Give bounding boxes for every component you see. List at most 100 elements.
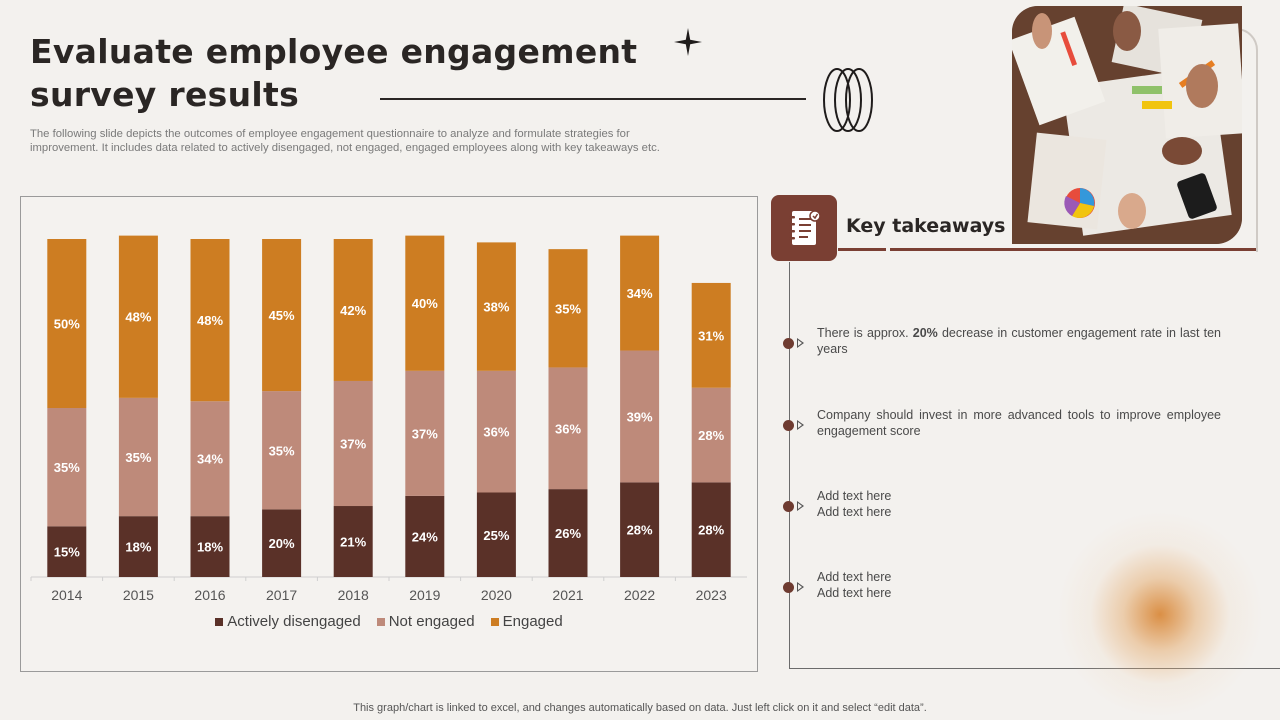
data-label: 35% [555, 301, 581, 316]
x-tick-label: 2015 [123, 587, 154, 603]
data-label: 34% [627, 286, 653, 301]
data-label: 21% [340, 535, 366, 550]
x-tick-label: 2019 [409, 587, 440, 603]
rings-icon [823, 68, 873, 132]
legend-item[interactable]: Not engaged [376, 613, 475, 630]
bar-segment-engaged[interactable] [476, 242, 516, 371]
bar-segment-not-engaged[interactable] [190, 401, 230, 517]
data-label: 35% [125, 450, 151, 465]
title-underline [380, 98, 806, 100]
takeaway-item-3: Add text here Add text here [817, 489, 892, 519]
chart-legend: Actively disengaged Not engaged Engaged [21, 613, 757, 630]
bar-segment-engaged[interactable] [333, 239, 373, 381]
takeaway-arrow-icon [797, 582, 804, 592]
stacked-bar-chart: 15% 35% 50% 2014 18% 35% 48% 2015 18% 34% 48% 2016 2… [30, 235, 747, 603]
legend-swatch [376, 617, 385, 626]
legend-item[interactable]: Actively disengaged [215, 613, 361, 630]
data-label: 18% [125, 540, 151, 555]
legend-item[interactable]: Engaged [490, 613, 563, 630]
bar-segment-not-engaged[interactable] [548, 367, 588, 490]
bar-segment-actively-disengaged[interactable] [691, 482, 731, 577]
bar-segment-engaged[interactable] [190, 239, 230, 402]
slide-description: The following slide depicts the outcomes… [30, 128, 660, 154]
bar-segment-actively-disengaged[interactable] [190, 516, 230, 577]
takeaway-item-1: There is approx. 20% decrease in custome… [817, 325, 1221, 357]
legend-label: Engaged [502, 613, 563, 630]
bar-segment-not-engaged[interactable] [333, 380, 373, 507]
x-tick-label: 2022 [624, 587, 655, 603]
data-label: 48% [197, 313, 223, 328]
data-label: 36% [483, 425, 509, 440]
decorative-glow [1040, 500, 1280, 720]
data-label: 45% [269, 308, 295, 323]
bar-segment-actively-disengaged[interactable] [262, 509, 302, 577]
notebook-icon [771, 195, 837, 261]
bar-segment-actively-disengaged[interactable] [118, 516, 158, 577]
bar-segment-actively-disengaged[interactable] [333, 506, 373, 577]
bar-segment-engaged[interactable] [47, 239, 87, 408]
legend-label: Not engaged [388, 613, 475, 630]
data-label: 26% [555, 526, 581, 541]
takeaway-timeline-base [789, 668, 1280, 669]
takeaway-arrow-icon [797, 501, 804, 511]
data-label: 20% [269, 536, 295, 551]
takeaway-arrow-icon [797, 420, 804, 430]
data-label: 40% [412, 296, 438, 311]
bar-segment-not-engaged[interactable] [405, 370, 445, 496]
bar-segment-actively-disengaged[interactable] [620, 482, 660, 577]
key-takeaways-rule-left [838, 248, 886, 251]
takeaway-text: decrease in customer engagement rate in … [817, 326, 1222, 356]
sparkle-icon [674, 28, 702, 56]
data-label: 28% [627, 523, 653, 538]
bar-segment-actively-disengaged[interactable] [47, 526, 87, 577]
bar-segment-engaged[interactable] [620, 235, 660, 351]
key-takeaways-rule [890, 248, 1256, 251]
legend-swatch [490, 617, 499, 626]
takeaway-bullet-dot [783, 582, 794, 593]
x-tick-label: 2021 [552, 587, 583, 603]
footer-note: This graph/chart is linked to excel, and… [353, 702, 927, 714]
data-label: 48% [125, 310, 151, 325]
takeaway-text: There is approx. [817, 326, 913, 340]
takeaway-arrow-icon [797, 338, 804, 348]
bar-segment-not-engaged[interactable] [118, 397, 158, 517]
bar-segment-not-engaged[interactable] [476, 370, 516, 493]
data-label: 31% [698, 328, 724, 343]
bar-segment-engaged[interactable] [405, 235, 445, 371]
data-label: 35% [269, 443, 295, 458]
bar-segment-not-engaged[interactable] [262, 391, 302, 510]
data-label: 24% [412, 529, 438, 544]
data-label: 28% [698, 523, 724, 538]
bar-segment-engaged[interactable] [691, 282, 731, 388]
bar-segment-engaged[interactable] [118, 235, 158, 398]
data-label: 37% [340, 436, 366, 451]
takeaway-bold: 20% [912, 326, 938, 340]
key-takeaways-title: Key takeaways [846, 215, 1006, 237]
data-label: 38% [483, 300, 509, 315]
takeaway-item-4: Add text here Add text here [817, 570, 892, 600]
bar-segment-not-engaged[interactable] [691, 387, 731, 483]
takeaway-bullet-dot [783, 420, 794, 431]
bar-segment-engaged[interactable] [262, 239, 302, 392]
data-label: 37% [412, 426, 438, 441]
data-label: 36% [555, 421, 581, 436]
data-label: 50% [54, 317, 80, 332]
bar-segment-engaged[interactable] [548, 249, 588, 368]
bar-segment-actively-disengaged[interactable] [548, 489, 588, 577]
bar-segment-actively-disengaged[interactable] [476, 492, 516, 578]
data-label: 34% [197, 452, 223, 467]
data-label: 15% [54, 545, 80, 560]
bar-segment-not-engaged[interactable] [47, 408, 87, 527]
x-tick-label: 2020 [481, 587, 512, 603]
legend-label: Actively disengaged [227, 613, 361, 630]
title-line-1: Evaluate employee engagement [30, 32, 638, 71]
bar-segment-actively-disengaged[interactable] [405, 495, 445, 577]
title-line-2: survey results [30, 75, 300, 114]
x-tick-label: 2017 [266, 587, 297, 603]
takeaway-bullet-dot [783, 338, 794, 349]
data-label: 25% [483, 528, 509, 543]
chart-container[interactable]: 15% 35% 50% 2014 18% 35% 48% 2015 18% 34% 48% 2016 2… [20, 196, 758, 672]
x-tick-label: 2018 [338, 587, 369, 603]
data-label: 28% [698, 428, 724, 443]
bar-segment-not-engaged[interactable] [620, 350, 660, 483]
